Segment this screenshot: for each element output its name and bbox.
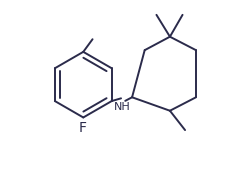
- Text: F: F: [78, 121, 86, 135]
- Text: NH: NH: [114, 102, 130, 112]
